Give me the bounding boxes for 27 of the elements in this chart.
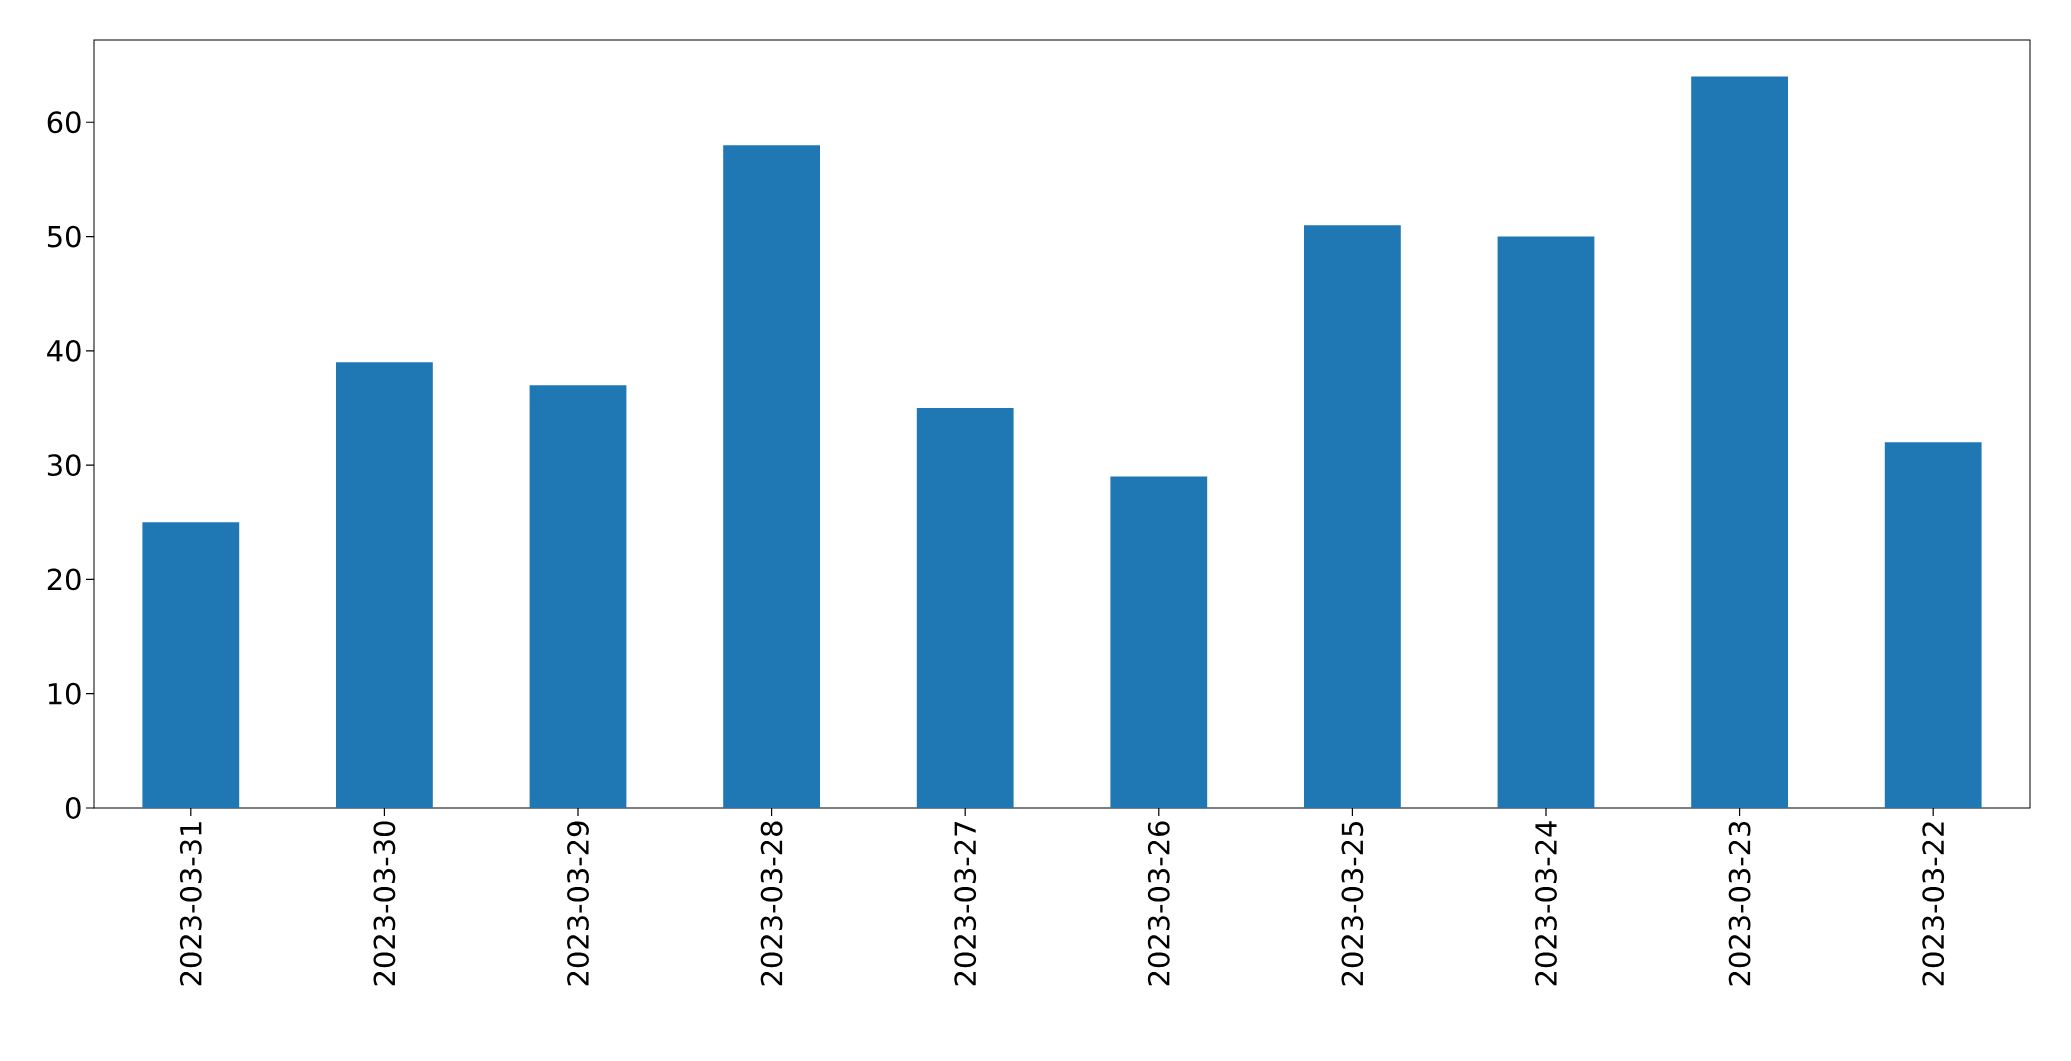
y-tick-label: 50 [47,225,81,248]
y-tick-label: 30 [47,454,81,477]
y-tick-label: 40 [47,339,81,362]
x-tick-label: 2023-03-28 [760,821,783,986]
y-tick-label: 20 [47,568,81,591]
x-tick-label: 2023-03-22 [1922,822,1945,986]
bar [142,522,240,808]
y-tick-label: 0 [66,797,81,819]
x-tick-label: 2023-03-31 [179,822,202,986]
y-tick-label: 60 [47,111,81,134]
x-tick-label: 2023-03-24 [1535,821,1557,986]
bar [1110,476,1208,808]
bar [529,385,627,808]
x-tick-label: 2023-03-29 [567,821,589,986]
bar [723,145,820,808]
bar [1304,225,1401,808]
bar [916,407,1014,808]
bar [1497,236,1595,808]
bar [1691,76,1788,808]
bar [1884,442,1982,808]
x-tick-label: 2023-03-25 [1341,822,1364,986]
x-tick-label: 2023-03-26 [1147,821,1170,986]
x-tick-label: 2023-03-30 [373,821,396,986]
y-tick-label: 10 [48,682,81,705]
x-tick-label: 2023-03-23 [1728,821,1751,986]
bar [336,362,433,808]
x-tick-label: 2023-03-27 [954,822,977,986]
